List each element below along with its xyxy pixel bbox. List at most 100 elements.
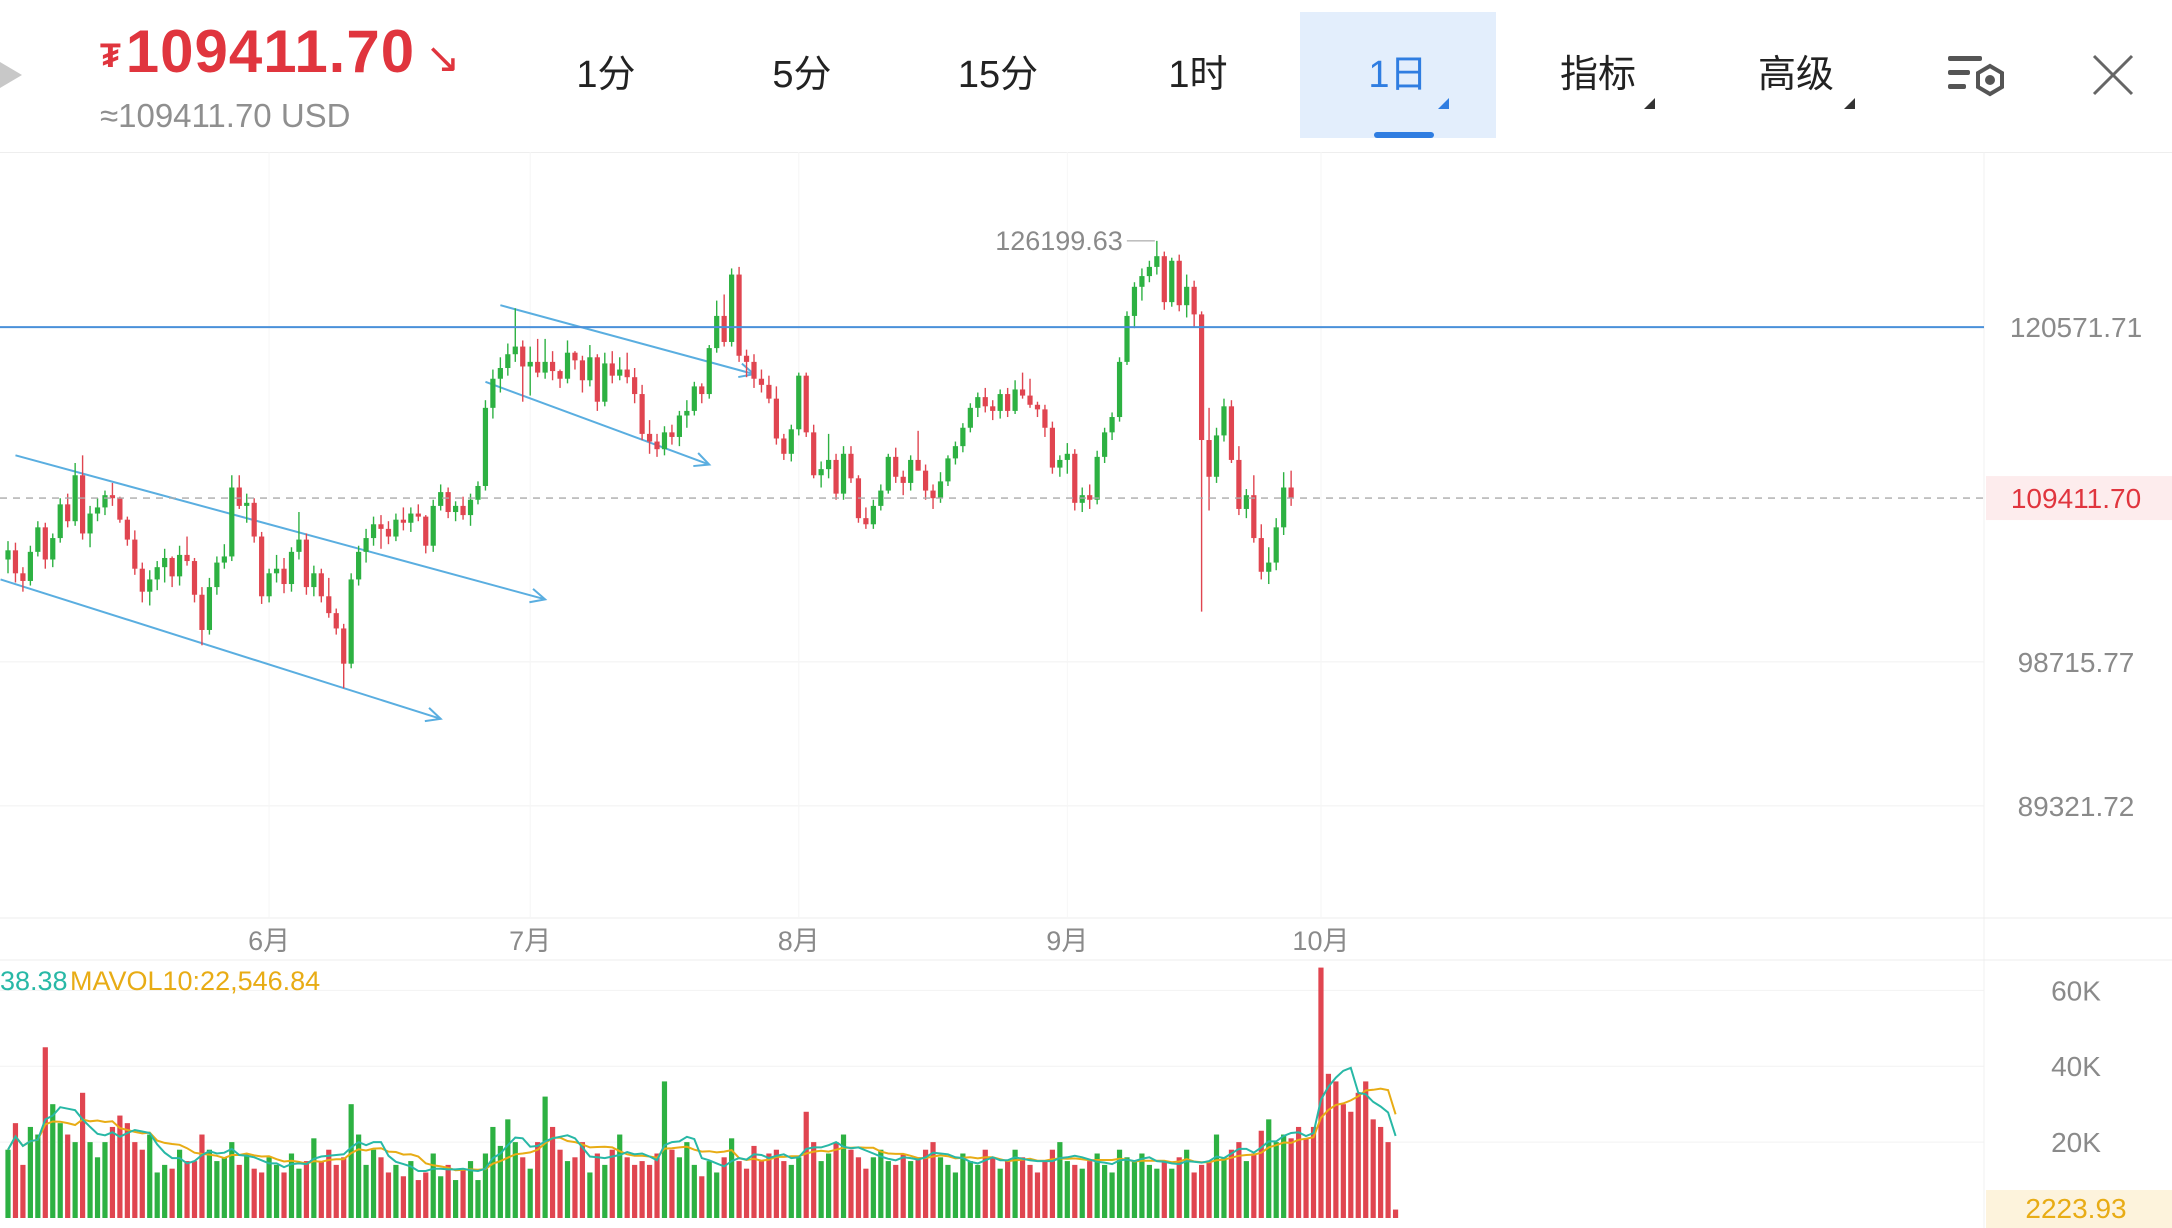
volume-bar <box>1355 1092 1361 1218</box>
candle-body <box>1116 361 1123 418</box>
volume-bar <box>1281 1134 1287 1218</box>
volume-bar <box>184 1161 190 1218</box>
candle-body <box>1019 389 1026 396</box>
candle-body <box>415 513 421 517</box>
volume-bar <box>490 1126 496 1218</box>
candle-body <box>273 568 280 574</box>
tab-5min[interactable]: 5分 <box>772 54 832 96</box>
volume-bar <box>1385 1142 1391 1218</box>
currency-symbol: ₮ <box>100 37 122 76</box>
candle-body <box>400 519 406 523</box>
candle-body <box>1161 256 1167 303</box>
candle-body <box>27 551 33 581</box>
candle-body <box>840 453 847 494</box>
candle-body <box>654 441 660 450</box>
candle-body <box>1049 427 1055 468</box>
candle-body <box>1213 435 1220 477</box>
candle-body <box>609 363 615 376</box>
candle-body <box>743 355 750 362</box>
volume-bar <box>1228 1149 1235 1218</box>
candle-body <box>706 348 712 395</box>
trendline-segment <box>15 454 546 601</box>
volume-bar <box>408 1161 414 1218</box>
candle-body <box>244 502 250 506</box>
candle-body <box>1146 266 1152 277</box>
volume-bar <box>87 1142 93 1218</box>
volume-bar <box>318 1161 324 1218</box>
volume-bar <box>1087 1161 1093 1218</box>
candle-body <box>385 528 392 537</box>
volume-bar <box>579 1142 586 1218</box>
candle-body <box>1109 417 1115 433</box>
candle-body <box>229 487 235 557</box>
volume-bar <box>94 1157 101 1218</box>
current-price: ₮109411.70 ↘ <box>100 14 461 96</box>
tab-indicators[interactable]: 指标 <box>1500 12 1696 138</box>
candle-body <box>102 495 108 508</box>
volume-bar <box>796 1157 802 1218</box>
volume-bar <box>1206 1161 1212 1218</box>
volume-bar <box>363 1164 369 1218</box>
play-icon[interactable] <box>0 62 22 88</box>
candle-body <box>378 524 384 529</box>
candle-body <box>184 554 190 562</box>
tab-15min[interactable]: 15分 <box>957 54 1039 96</box>
volume-bar <box>1042 1161 1048 1218</box>
candle-body <box>617 369 623 376</box>
volume-bar <box>557 1149 563 1218</box>
candle-body <box>751 361 757 379</box>
candle-body <box>736 274 742 356</box>
candle-body <box>520 346 526 367</box>
volume-bar <box>766 1153 772 1218</box>
volume-tick-label: 20K <box>2051 1127 2101 1158</box>
candle-body <box>1154 256 1160 267</box>
candle-body <box>363 538 369 552</box>
close-icon[interactable] <box>2090 52 2136 98</box>
volume-bar <box>646 1164 653 1218</box>
tab-1hour[interactable]: 1时 <box>1168 54 1228 96</box>
volume-bar <box>147 1134 153 1218</box>
volume-bar <box>840 1134 847 1218</box>
volume-bar <box>1340 1104 1346 1218</box>
candle-body <box>57 504 63 539</box>
tab-1min[interactable]: 1分 <box>576 54 636 96</box>
candle-body <box>572 352 578 361</box>
candle-body <box>639 394 645 434</box>
candle-body <box>80 475 86 534</box>
tab-advanced[interactable]: 高级 <box>1698 12 1894 138</box>
candle-body <box>646 433 653 442</box>
volume-bar <box>908 1161 914 1218</box>
volume-bar <box>176 1149 183 1218</box>
candle-body <box>497 368 503 379</box>
tab-1day[interactable]: 1日 <box>1300 12 1496 138</box>
volume-bar <box>1094 1153 1100 1218</box>
volume-bar <box>1109 1172 1115 1218</box>
volume-bar <box>714 1172 720 1218</box>
volume-bar <box>729 1138 735 1218</box>
volume-bar <box>296 1168 302 1218</box>
volume-bar <box>691 1164 697 1218</box>
dropdown-triangle-icon <box>1438 98 1449 109</box>
candle-body <box>423 516 429 546</box>
volume-bar <box>251 1168 257 1218</box>
volume-bar <box>624 1157 630 1218</box>
candle-body <box>602 363 608 402</box>
candle-body <box>318 573 324 597</box>
usd-equivalent: ≈109411.70 USD <box>100 97 351 134</box>
volume-bar <box>863 1168 869 1218</box>
candle-body <box>505 354 511 369</box>
volume-bar <box>423 1172 429 1218</box>
volume-bar <box>945 1164 951 1218</box>
chart-settings-icon[interactable] <box>1946 48 2008 104</box>
candles <box>5 240 1294 689</box>
candle-body <box>1243 495 1249 509</box>
volume-bar <box>244 1153 250 1218</box>
price-tick-label: 89321.72 <box>2018 791 2135 822</box>
mavol5-line <box>7 1066 1397 1173</box>
volume-bar <box>1325 1073 1332 1218</box>
volume-bar <box>430 1153 436 1218</box>
candle-body <box>356 551 362 580</box>
volume-bar <box>80 1092 86 1218</box>
volume-bar <box>1243 1161 1249 1218</box>
